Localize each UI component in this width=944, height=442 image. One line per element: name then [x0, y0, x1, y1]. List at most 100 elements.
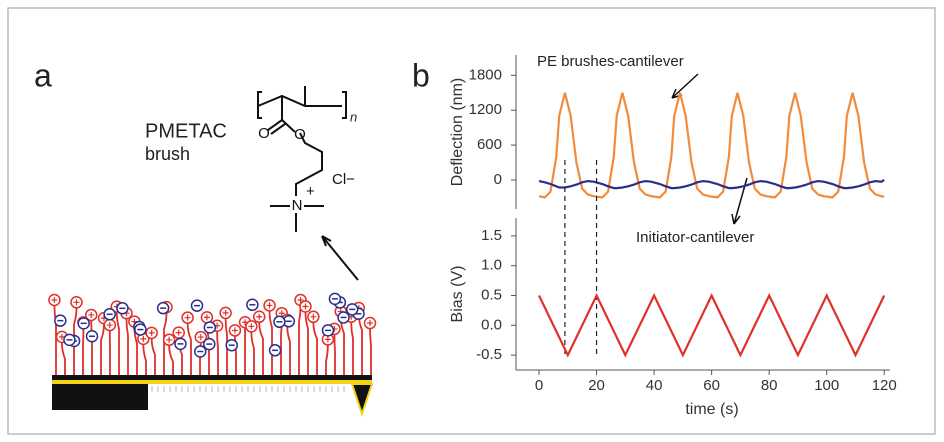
chain — [268, 311, 273, 375]
series-line — [538, 92, 885, 199]
panel-label: b — [412, 57, 430, 93]
chain — [53, 305, 57, 375]
chain — [186, 323, 192, 375]
plus — [297, 297, 304, 304]
plus — [367, 320, 374, 327]
plus — [73, 299, 80, 306]
chain — [133, 327, 138, 375]
plus — [51, 297, 58, 303]
chain — [250, 332, 255, 375]
x-tick-label: 120 — [872, 377, 897, 394]
chain — [216, 331, 219, 375]
arrow — [671, 73, 699, 99]
plus — [248, 323, 255, 330]
chain — [298, 306, 302, 375]
plus — [231, 327, 238, 334]
subscript: n — [350, 109, 357, 124]
plus — [184, 314, 191, 321]
chain — [333, 334, 336, 375]
plus — [278, 310, 285, 317]
x-tick-label: 40 — [646, 377, 663, 394]
tip — [350, 383, 374, 418]
y-tick-label: 0.0 — [481, 316, 502, 333]
carbonyl — [267, 119, 286, 135]
chain — [150, 338, 156, 375]
chain — [224, 318, 228, 375]
y-axis-label: Deflection (nm) — [449, 78, 466, 186]
cantilever — [52, 380, 372, 384]
atom: N — [292, 197, 303, 214]
plus — [58, 333, 65, 340]
series-line — [538, 178, 885, 190]
plus — [203, 314, 210, 321]
cantilever — [52, 375, 372, 380]
chain — [142, 344, 147, 375]
chain — [286, 325, 291, 375]
plus — [324, 336, 331, 343]
atom: O — [294, 126, 306, 143]
chain — [125, 319, 129, 375]
plus — [310, 313, 317, 320]
chain — [163, 313, 168, 375]
series-line — [538, 292, 886, 358]
atom: O — [258, 125, 270, 142]
y-tick-label: 0.5 — [481, 286, 502, 303]
chain — [168, 345, 174, 375]
chain — [339, 317, 345, 375]
counterion: Cl− — [332, 171, 355, 188]
x-tick-label: 60 — [703, 377, 720, 394]
chain — [295, 132, 323, 196]
chain — [325, 345, 329, 375]
plus — [266, 302, 273, 309]
y-tick-label: 600 — [477, 136, 502, 153]
plus — [148, 329, 155, 336]
y-axis-label: Bias (V) — [449, 266, 466, 323]
chain — [61, 342, 66, 375]
y-tick-label: -0.5 — [476, 346, 502, 363]
plus — [166, 336, 173, 343]
y-tick-label: 1.5 — [481, 227, 502, 244]
annotation: Initiator-cantilever — [636, 229, 754, 246]
chain — [350, 322, 354, 375]
backbone — [257, 94, 342, 107]
panel-label: a — [34, 57, 52, 93]
chip — [52, 384, 148, 410]
brush-drawing — [48, 292, 377, 375]
x-axis-label: time (s) — [685, 401, 738, 418]
plus — [256, 313, 263, 320]
y-tick-label: 1800 — [469, 66, 502, 83]
chain — [312, 322, 318, 375]
polymer-name: PMETAC — [145, 120, 227, 142]
chain — [73, 308, 78, 375]
chain — [357, 314, 363, 375]
plus — [140, 335, 147, 342]
chain — [369, 329, 372, 375]
charge: + — [306, 183, 315, 200]
y-tick-label: 1.0 — [481, 257, 502, 274]
arrow — [321, 235, 359, 281]
plus — [175, 329, 182, 336]
x-tick-label: 20 — [588, 377, 605, 394]
plus — [88, 311, 95, 318]
chain — [90, 320, 93, 375]
chain — [258, 322, 264, 375]
hatch — [151, 386, 345, 392]
x-tick-label: 80 — [761, 377, 778, 394]
y-tick-label: 1200 — [469, 101, 502, 118]
plus — [222, 309, 229, 316]
annotation: PE brushes-cantilever — [537, 53, 684, 70]
n-methyls — [270, 205, 324, 232]
y-tick-label: 0 — [494, 171, 502, 188]
x-tick-label: 100 — [814, 377, 839, 394]
structure — [257, 86, 359, 281]
x-tick-label: 0 — [535, 377, 543, 394]
plus — [197, 334, 204, 341]
chain — [100, 324, 105, 375]
plus — [302, 303, 309, 310]
chain — [115, 312, 120, 375]
chain — [304, 312, 309, 375]
plus — [106, 322, 113, 329]
frame — [7, 7, 936, 435]
